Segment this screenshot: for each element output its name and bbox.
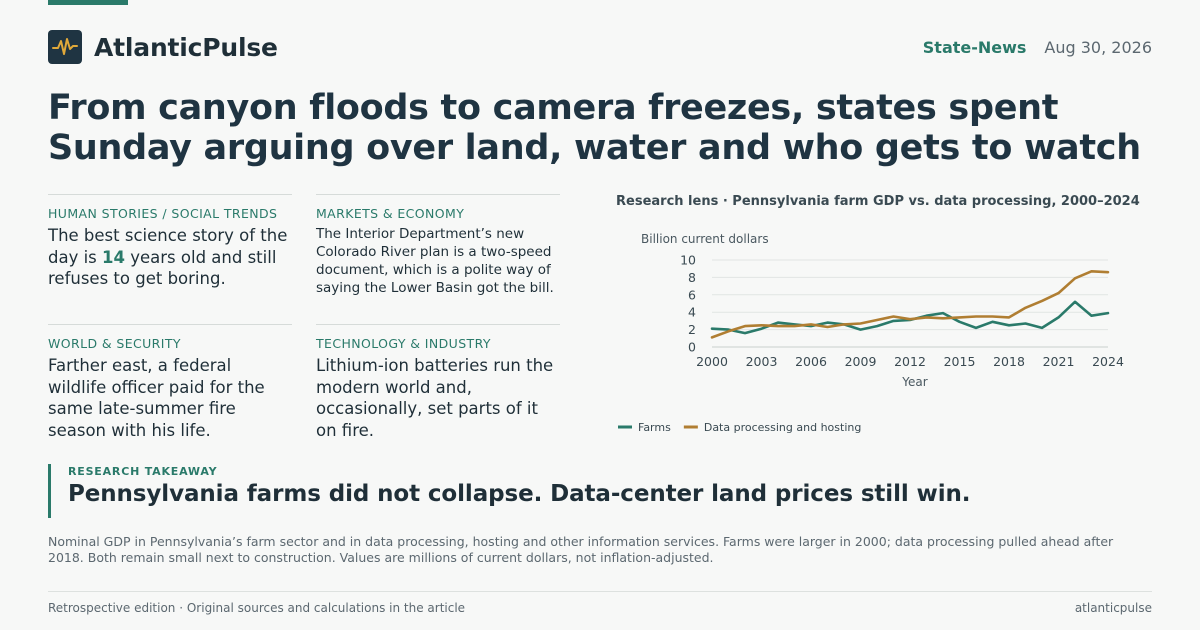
story-category: TECHNOLOGY & INDUSTRY — [316, 336, 491, 351]
footer-edition-note: Retrospective edition · Original sources… — [48, 601, 466, 615]
takeaway-text: Pennsylvania farms did not collapse. Dat… — [68, 481, 971, 507]
takeaway-label: RESEARCH TAKEAWAY — [68, 465, 218, 478]
x-tick-label: 2015 — [944, 354, 976, 369]
story-category: WORLD & SECURITY — [48, 336, 181, 351]
series-line-data-processing — [710, 269, 1110, 339]
x-tick-label: 2003 — [746, 354, 778, 369]
x-tick-label: 2000 — [696, 354, 728, 369]
brand-name[interactable]: AtlanticPulse — [94, 32, 278, 62]
site-header: AtlanticPulse State-News Aug 30, 2026 — [48, 29, 1152, 65]
y-tick-label: 4 — [688, 305, 696, 320]
chart-note: Nominal GDP in Pennsylvania’s farm secto… — [48, 534, 1114, 565]
x-tick-label: 2006 — [795, 354, 827, 369]
x-tick-label: 2012 — [894, 354, 926, 369]
story-text: The Interior Department’s new Colorado R… — [316, 226, 554, 296]
story-text: Farther east, a federal wildlife officer… — [48, 356, 265, 440]
y-tick-label: 2 — [688, 322, 696, 337]
story-text: Lithium-ion batteries run the modern wor… — [316, 356, 554, 440]
gdp-line-chart: Billion current dollars 0 2 4 6 8 10 2000 2003 20… — [618, 232, 1124, 434]
series-line-farms — [710, 300, 1110, 335]
research-takeaway: RESEARCH TAKEAWAY Pennsylvania farms did… — [48, 464, 1152, 518]
x-tick-label: 2021 — [1043, 354, 1075, 369]
story-card-human[interactable]: HUMAN STORIES / SOCIAL TRENDS The best s… — [48, 194, 292, 290]
chart-title: Research lens · Pennsylvania farm GDP vs… — [616, 194, 1140, 209]
page-footer: Retrospective edition · Original sources… — [48, 591, 1152, 615]
footer-site-link[interactable]: atlanticpulse — [1074, 601, 1152, 615]
publish-date: Aug 30, 2026 — [1044, 37, 1152, 57]
y-axis-label: Billion current dollars — [641, 232, 769, 246]
page-headline[interactable]: From canyon floods to camera freezes, st… — [48, 88, 1141, 168]
x-axis-label: Year — [901, 375, 927, 389]
story-card-technology[interactable]: TECHNOLOGY & INDUSTRY Lithium-ion batter… — [316, 324, 560, 441]
y-tick-label: 0 — [688, 340, 696, 355]
story-card-world[interactable]: WORLD & SECURITY Farther east, a federal… — [48, 324, 292, 441]
x-tick-label: 2018 — [993, 354, 1025, 369]
top-accent-bar — [48, 0, 128, 5]
legend-entry: Data processing and hosting — [704, 421, 862, 434]
legend-entry: Farms — [638, 421, 671, 434]
story-category: HUMAN STORIES / SOCIAL TRENDS — [48, 206, 278, 221]
x-tick-label: 2009 — [845, 354, 877, 369]
header-meta: State-News Aug 30, 2026 — [923, 38, 1152, 57]
story-text: The best science story of the day is 14 … — [48, 226, 288, 288]
story-card-markets[interactable]: MARKETS & ECONOMY The Interior Departmen… — [316, 194, 560, 297]
pulse-logo-icon[interactable] — [48, 30, 82, 64]
highlight-number: 14 — [102, 247, 125, 267]
y-tick-label: 6 — [688, 287, 696, 302]
y-tick-label: 8 — [688, 270, 696, 285]
x-tick-label: 2024 — [1092, 354, 1124, 369]
section-link[interactable]: State-News — [922, 37, 1027, 57]
story-category: MARKETS & ECONOMY — [316, 206, 465, 221]
y-tick-label: 10 — [680, 253, 696, 268]
